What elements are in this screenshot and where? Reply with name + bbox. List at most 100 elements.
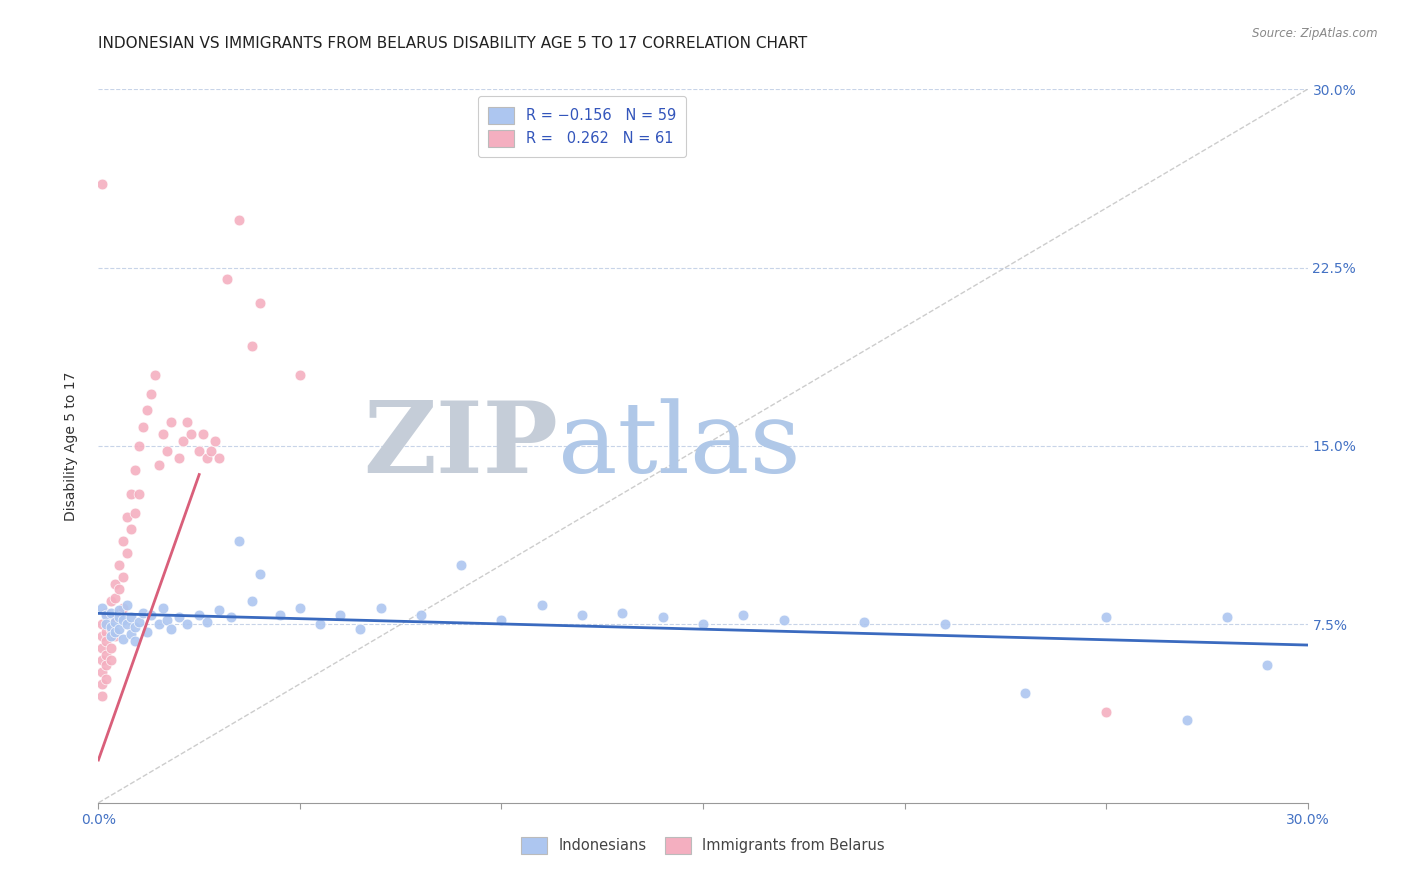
Point <box>91 689 114 703</box>
Point <box>1014 686 1036 700</box>
Point <box>96 634 118 648</box>
Point <box>96 607 118 622</box>
Point <box>115 599 138 613</box>
Point <box>148 458 170 472</box>
Point <box>107 622 129 636</box>
Point <box>96 624 118 639</box>
Point <box>409 607 432 622</box>
Point <box>692 617 714 632</box>
Point <box>176 617 198 632</box>
Point <box>571 607 593 622</box>
Point <box>96 606 118 620</box>
Point <box>100 641 122 656</box>
Point <box>139 607 162 622</box>
Point <box>107 606 129 620</box>
Point <box>111 613 134 627</box>
Point <box>228 534 250 549</box>
Point <box>100 593 122 607</box>
Point <box>240 339 263 353</box>
Point <box>100 653 122 667</box>
Point <box>100 620 122 634</box>
Point <box>156 443 179 458</box>
Point <box>143 368 166 382</box>
Point <box>124 506 146 520</box>
Point <box>100 629 122 643</box>
Point <box>107 603 129 617</box>
Point <box>288 368 311 382</box>
Point <box>91 600 114 615</box>
Point <box>100 622 122 636</box>
Point <box>309 617 332 632</box>
Point <box>124 634 146 648</box>
Point <box>188 443 211 458</box>
Point <box>156 613 179 627</box>
Point <box>107 582 129 596</box>
Point <box>115 617 138 632</box>
Point <box>120 486 142 500</box>
Point <box>96 648 118 663</box>
Point <box>200 443 222 458</box>
Point <box>96 617 118 632</box>
Point <box>120 610 142 624</box>
Point <box>450 558 472 572</box>
Point <box>111 534 134 549</box>
Point <box>167 450 190 465</box>
Point <box>217 272 239 286</box>
Point <box>128 439 150 453</box>
Text: INDONESIAN VS IMMIGRANTS FROM BELARUS DISABILITY AGE 5 TO 17 CORRELATION CHART: INDONESIAN VS IMMIGRANTS FROM BELARUS DI… <box>98 36 807 51</box>
Point <box>111 600 134 615</box>
Point <box>128 486 150 500</box>
Point <box>188 607 211 622</box>
Point <box>91 665 114 679</box>
Point <box>120 627 142 641</box>
Point <box>152 600 174 615</box>
Point <box>1095 610 1118 624</box>
Point <box>172 434 194 449</box>
Point <box>160 415 183 429</box>
Point <box>124 620 146 634</box>
Point <box>103 577 125 591</box>
Point <box>120 522 142 536</box>
Point <box>100 610 122 624</box>
Point <box>103 624 125 639</box>
Point <box>288 600 311 615</box>
Point <box>128 615 150 629</box>
Point <box>132 420 155 434</box>
Point <box>193 427 215 442</box>
Point <box>329 607 352 622</box>
Point <box>176 415 198 429</box>
Point <box>160 622 183 636</box>
Point <box>132 606 155 620</box>
Point <box>1256 657 1278 672</box>
Point <box>91 617 114 632</box>
Point <box>733 607 755 622</box>
Point <box>103 591 125 606</box>
Point <box>530 599 553 613</box>
Point <box>124 463 146 477</box>
Point <box>1216 610 1239 624</box>
Text: Source: ZipAtlas.com: Source: ZipAtlas.com <box>1253 27 1378 40</box>
Point <box>96 672 118 686</box>
Point <box>111 570 134 584</box>
Y-axis label: Disability Age 5 to 17: Disability Age 5 to 17 <box>63 371 77 521</box>
Point <box>135 403 157 417</box>
Point <box>103 610 125 624</box>
Point <box>152 427 174 442</box>
Point <box>249 296 271 310</box>
Point <box>240 593 263 607</box>
Point <box>180 427 202 442</box>
Point <box>370 600 392 615</box>
Point <box>195 615 218 629</box>
Point <box>115 546 138 560</box>
Point <box>204 434 226 449</box>
Point <box>651 610 673 624</box>
Point <box>228 213 250 227</box>
Point <box>208 603 231 617</box>
Legend: Indonesians, Immigrants from Belarus: Indonesians, Immigrants from Belarus <box>515 831 891 860</box>
Point <box>195 450 218 465</box>
Text: ZIP: ZIP <box>363 398 558 494</box>
Point <box>100 606 122 620</box>
Point <box>107 558 129 572</box>
Point <box>249 567 271 582</box>
Point <box>107 610 129 624</box>
